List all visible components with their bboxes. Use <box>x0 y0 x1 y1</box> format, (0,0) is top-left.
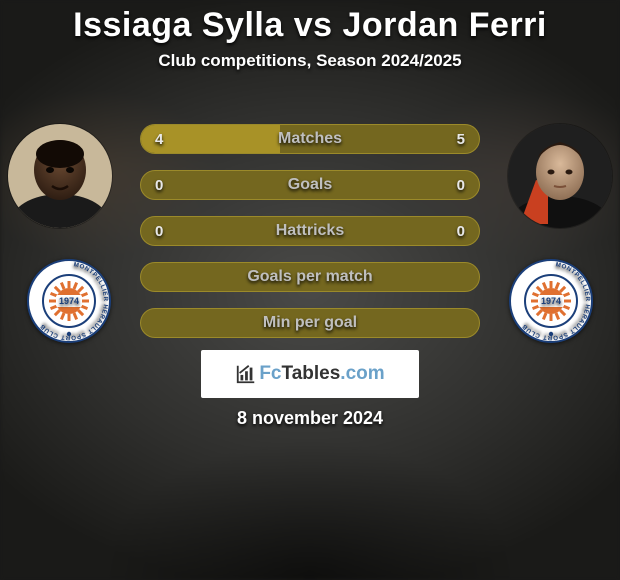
stat-row: 0 Hattricks 0 <box>140 216 480 246</box>
stat-value-left: 4 <box>141 125 177 153</box>
stat-value-left <box>141 263 169 291</box>
stat-label: Goals <box>288 176 332 194</box>
stat-label: Min per goal <box>263 314 357 332</box>
subtitle: Club competitions, Season 2024/2025 <box>0 51 620 71</box>
stat-value-left: 0 <box>141 171 177 199</box>
club-left-crest: MONTPELLIER HERAULT SPORT CLUB 1974 <box>26 258 112 344</box>
svg-text:1974: 1974 <box>541 296 561 306</box>
stat-value-left: 0 <box>141 217 177 245</box>
watermark-tables: Tables <box>282 363 341 384</box>
player-left-avatar <box>8 124 112 228</box>
comparison-card: Issiaga Sylla vs Jordan Ferri Club compe… <box>0 0 620 580</box>
stat-row: 4 Matches 5 <box>140 124 480 154</box>
player-right-avatar <box>508 124 612 228</box>
watermark-fc: Fc <box>259 363 281 384</box>
stat-label: Hattricks <box>276 222 344 240</box>
stat-value-right <box>451 263 479 291</box>
watermark-com: .com <box>340 363 384 384</box>
date: 8 november 2024 <box>0 408 620 429</box>
svg-text:1974: 1974 <box>59 296 79 306</box>
stat-row: 0 Goals 0 <box>140 170 480 200</box>
stat-label: Matches <box>278 130 342 148</box>
stat-value-right: 0 <box>443 217 479 245</box>
stat-value-left <box>141 309 169 337</box>
stat-value-right: 0 <box>443 171 479 199</box>
stat-value-right <box>451 309 479 337</box>
stat-label: Goals per match <box>247 268 372 286</box>
stat-value-right: 5 <box>443 125 479 153</box>
stat-row: Min per goal <box>140 308 480 338</box>
chart-icon <box>235 363 257 385</box>
page-title: Issiaga Sylla vs Jordan Ferri <box>0 0 620 45</box>
watermark: FcTables.com <box>201 350 419 398</box>
stat-row: Goals per match <box>140 262 480 292</box>
stat-rows: 4 Matches 5 0 Goals 0 0 Hattricks 0 Goal… <box>140 124 480 354</box>
club-right-crest: MONTPELLIER HERAULT SPORT CLUB 1974 <box>508 258 594 344</box>
